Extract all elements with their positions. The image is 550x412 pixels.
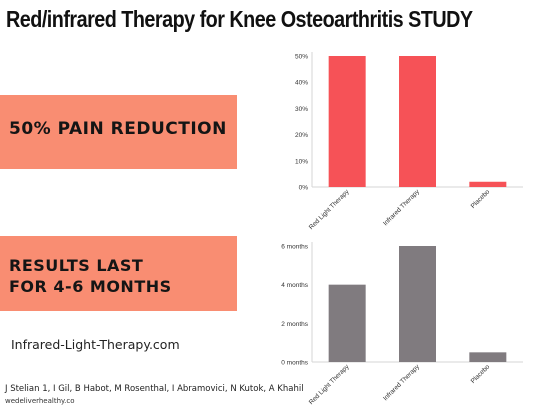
page-title: Red/infrared Therapy for Knee Osteoarthr… [6,6,473,32]
authors-credit: J Stelian 1, I Gil, B Habot, M Rosenthal… [5,384,304,394]
pain-chart-bar [469,181,507,187]
results-line-2: FOR 4-6 MONTHS [9,277,172,296]
duration-chart-bar [469,352,507,362]
pain-chart-ytick-label: 30% [295,106,308,113]
duration-chart-ytick-label: 6 months [281,244,308,251]
pain-reduction-banner: 50% PAIN REDUCTION [0,95,237,169]
duration-chart-xtick-label: Placebo [470,363,492,385]
results-duration-text: RESULTS LAST FOR 4-6 MONTHS [9,255,172,297]
duration-chart-bar [328,284,366,362]
pain-chart-ytick-label: 0% [299,185,309,192]
duration-chart-xtick-label: Infrared Therapy [382,363,421,402]
domain-credit: wedeliverhealthy.co [5,397,75,405]
pain-chart-ytick-label: 20% [295,132,308,139]
duration-chart-bar [399,246,436,362]
duration-chart-ytick-label: 4 months [281,282,308,289]
results-duration-banner: RESULTS LAST FOR 4-6 MONTHS [0,236,237,311]
duration-chart-xtick-label: Red Light Therapy [308,363,351,406]
pain-chart-bar [399,56,436,187]
pain-chart-ytick-label: 10% [295,158,308,165]
pain-chart-ytick-label: 40% [295,80,308,87]
pain-chart-ytick-label: 50% [295,54,308,61]
duration-chart-ytick-label: 2 months [281,321,308,328]
pain-reduction-text: 50% PAIN REDUCTION [9,119,227,139]
site-name: Infrared-Light-Therapy.com [11,337,180,352]
duration-chart-ytick-label: 0 months [281,360,308,367]
results-line-1: RESULTS LAST [9,256,144,275]
pain-chart-bar [328,56,366,187]
